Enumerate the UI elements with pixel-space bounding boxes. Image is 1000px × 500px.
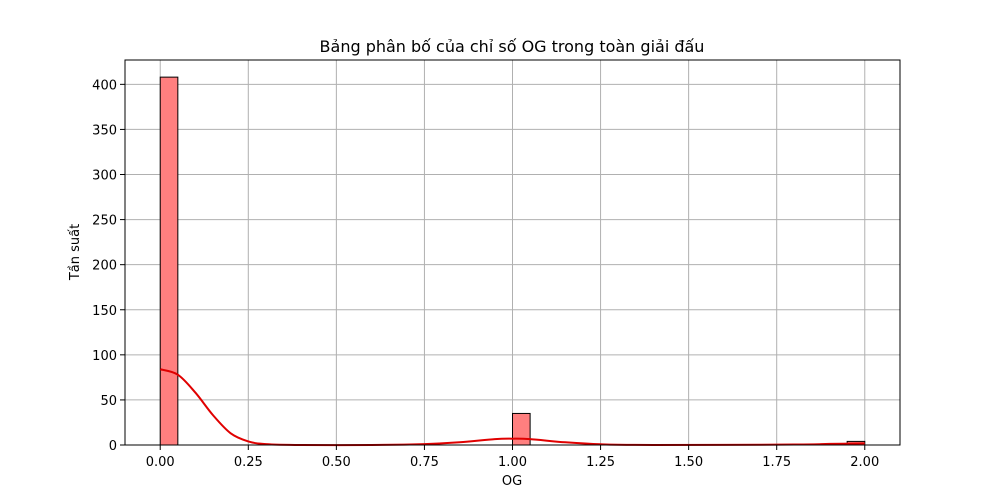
x-axis-label: OG: [502, 474, 522, 489]
y-tick-label: 50: [100, 394, 117, 409]
y-tick-label: 150: [92, 304, 117, 319]
histogram-bar: [159, 76, 179, 446]
x-tick-label: 1.25: [586, 455, 615, 470]
y-tick-label: 0: [109, 439, 117, 454]
x-axis-ticks: 0.00 0.25 0.50 0.75 1.00 1.25 1.50 1.75 2.00: [146, 445, 879, 470]
y-tick-label: 350: [92, 123, 117, 138]
y-tick-label: 100: [92, 349, 117, 364]
y-tick-label: 400: [92, 78, 117, 93]
x-tick-label: 0.00: [146, 455, 175, 470]
y-axis-label: Tần suất: [68, 224, 83, 281]
x-tick-label: 2.00: [850, 455, 879, 470]
y-axis-ticks: 0 50 100 150 200 250 300 350 400: [92, 78, 125, 454]
y-tick-label: 300: [92, 169, 117, 184]
y-tick-label: 250: [92, 214, 117, 229]
y-tick-label: 200: [92, 259, 117, 274]
x-tick-label: 0.25: [234, 455, 263, 470]
x-tick-label: 0.75: [410, 455, 439, 470]
x-tick-label: 1.50: [674, 455, 703, 470]
x-tick-label: 1.75: [762, 455, 791, 470]
histogram-bars: [159, 76, 866, 446]
x-tick-label: 1.00: [498, 455, 527, 470]
histogram-bar: [512, 412, 531, 446]
x-tick-label: 0.50: [322, 455, 351, 470]
grid-lines: [125, 60, 900, 446]
chart-title: Bảng phân bố của chỉ số OG trong toàn gi…: [320, 37, 705, 56]
